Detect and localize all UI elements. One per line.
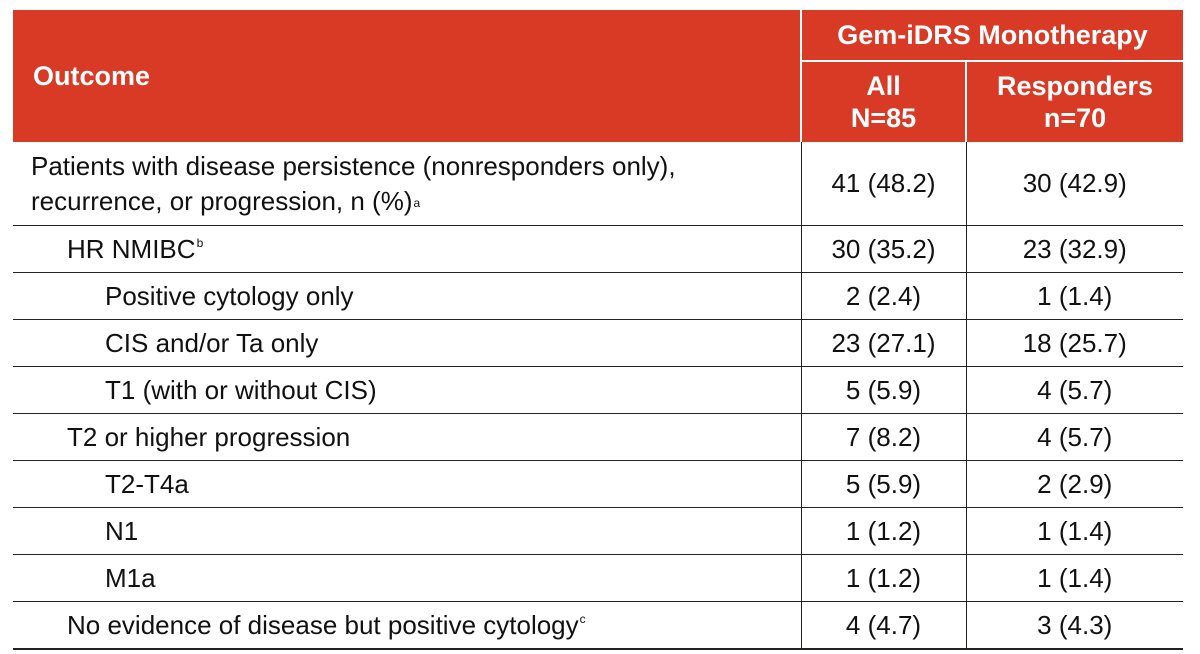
table-row: Patients with disease persistence (nonre… <box>13 142 1183 226</box>
header-responders: Responders n=70 <box>966 61 1183 142</box>
cell-all: 1 (1.2) <box>800 554 966 602</box>
cell-all: 2 (2.4) <box>800 272 966 320</box>
table-row: HR NMIBCb 30 (35.2) 23 (32.9) <box>13 225 1183 273</box>
cell-responders: 4 (5.7) <box>965 366 1183 414</box>
header-responders-n: n=70 <box>1043 103 1107 133</box>
table-row: N1 1 (1.2) 1 (1.4) <box>13 507 1183 555</box>
cell-responders: 4 (5.7) <box>965 413 1183 461</box>
row-label: M1a <box>13 554 801 602</box>
cell-all: 5 (5.9) <box>800 366 966 414</box>
table-row: M1a 1 (1.2) 1 (1.4) <box>13 554 1183 602</box>
table-row: Positive cytology only 2 (2.4) 1 (1.4) <box>13 272 1183 320</box>
table-row: No evidence of disease but positive cyto… <box>13 601 1183 650</box>
table-row: T2-T4a 5 (5.9) 2 (2.9) <box>13 460 1183 508</box>
table-row: T2 or higher progression 7 (8.2) 4 (5.7) <box>13 413 1183 461</box>
outcome-table: Outcome Gem-iDRS Monotherapy All N=85 Re… <box>13 10 1183 650</box>
row-label-text: HR NMIBC <box>67 233 196 264</box>
row-label-line2: recurrence, or progression, n (%) <box>31 185 413 216</box>
cell-responders: 1 (1.4) <box>965 272 1183 320</box>
header-all-label: All <box>866 71 901 101</box>
row-label-line1: Patients with disease persistence (nonre… <box>31 150 676 181</box>
row-label: T2 or higher progression <box>13 413 801 461</box>
header-responders-label: Responders <box>996 71 1154 101</box>
table-row: CIS and/or Ta only 23 (27.1) 18 (25.7) <box>13 319 1183 367</box>
cell-responders: 2 (2.9) <box>965 460 1183 508</box>
row-label: N1 <box>13 507 801 555</box>
table-row: T1 (with or without CIS) 5 (5.9) 4 (5.7) <box>13 366 1183 414</box>
cell-responders: 3 (4.3) <box>965 601 1183 650</box>
footnote-marker: c <box>579 611 586 626</box>
cell-responders: 1 (1.4) <box>965 554 1183 602</box>
outcome-table-container: Outcome Gem-iDRS Monotherapy All N=85 Re… <box>13 10 1183 650</box>
cell-responders: 23 (32.9) <box>965 225 1183 273</box>
footnote-marker: a <box>413 195 421 210</box>
cell-all: 7 (8.2) <box>800 413 966 461</box>
row-label: Positive cytology only <box>13 272 801 320</box>
row-label-text: No evidence of disease but positive cyto… <box>67 609 579 640</box>
header-all-n: N=85 <box>850 103 917 133</box>
cell-responders: 30 (42.9) <box>965 142 1183 226</box>
footnote-marker: b <box>196 235 204 250</box>
header-group-gem-idrs: Gem-iDRS Monotherapy <box>801 10 1183 62</box>
cell-responders: 1 (1.4) <box>965 507 1183 555</box>
row-label: CIS and/or Ta only <box>13 319 801 367</box>
row-label: T1 (with or without CIS) <box>13 366 801 414</box>
cell-all: 5 (5.9) <box>800 460 966 508</box>
cell-all: 30 (35.2) <box>800 225 966 273</box>
row-label: No evidence of disease but positive cyto… <box>13 601 801 650</box>
row-label: Patients with disease persistence (nonre… <box>13 142 801 226</box>
row-label: HR NMIBCb <box>13 225 801 273</box>
cell-all: 1 (1.2) <box>800 507 966 555</box>
cell-all: 23 (27.1) <box>800 319 966 367</box>
cell-all: 41 (48.2) <box>800 142 966 226</box>
cell-responders: 18 (25.7) <box>965 319 1183 367</box>
header-outcome: Outcome <box>13 10 802 142</box>
cell-all: 4 (4.7) <box>800 601 966 650</box>
header-all: All N=85 <box>801 61 967 142</box>
row-label: T2-T4a <box>13 460 801 508</box>
